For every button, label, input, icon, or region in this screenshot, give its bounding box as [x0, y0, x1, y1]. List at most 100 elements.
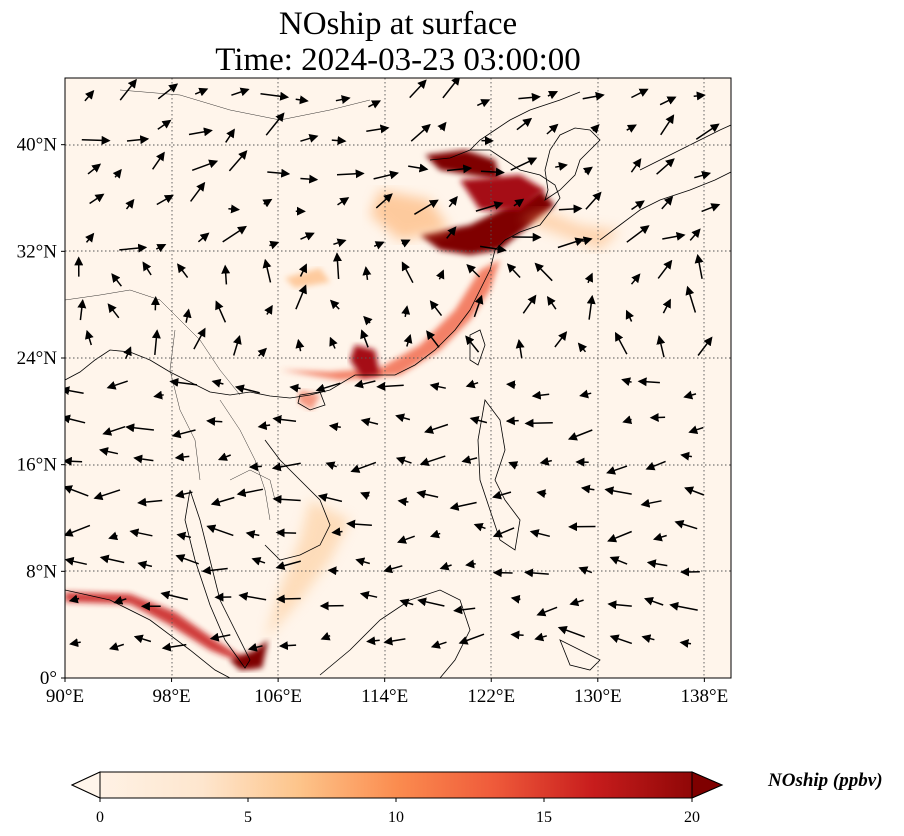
wind-arrow [376, 381, 404, 391]
wind-arrow [510, 594, 521, 604]
east-china-sea-plume [520, 210, 620, 250]
wind-arrow [264, 304, 273, 315]
wind-arrow [661, 195, 674, 210]
wind-arrow [107, 303, 120, 319]
wind-arrow [77, 299, 87, 321]
wind-arrow [694, 171, 712, 180]
wind-arrow [331, 136, 347, 146]
wind-arrow [65, 456, 83, 466]
wind-arrow [368, 100, 382, 109]
wind-arrow [359, 590, 378, 600]
wind-arrow [695, 123, 720, 140]
wind-arrow [674, 519, 698, 530]
wind-arrow [426, 330, 440, 348]
wind-arrow [217, 452, 231, 461]
wind-arrow [278, 641, 297, 651]
coastlines [65, 91, 731, 678]
sumatra-coast [65, 589, 231, 678]
china-coast-plume [280, 260, 500, 380]
colorbar: 0 5 10 15 20 [70, 771, 724, 826]
wind-arrow [419, 455, 446, 467]
wind-arrow [660, 114, 675, 136]
wind-arrow [275, 528, 297, 538]
wind-arrow [248, 462, 262, 472]
colorbar-label: NOship (ppbv) [768, 770, 883, 791]
wind-arrow [657, 259, 673, 279]
wind-arrow [669, 601, 698, 611]
colorbar-bar [70, 771, 724, 799]
wind-arrow [137, 497, 163, 507]
x-tick-label: 106°E [254, 686, 302, 707]
colorbar-extend-high [691, 771, 724, 799]
wind-arrow [157, 119, 172, 130]
wind-arrow [337, 197, 350, 206]
wind-arrow [363, 315, 373, 326]
wind-arrow [579, 389, 592, 399]
wind-arrow [215, 300, 227, 323]
wind-arrow [360, 491, 371, 500]
wind-arrow [84, 329, 94, 346]
china-coast [65, 149, 561, 399]
wind-arrow [662, 298, 671, 314]
wind-arrow [479, 244, 507, 254]
wind-arrow [93, 489, 121, 501]
wind-arrow [295, 338, 305, 352]
wind-arrow [585, 191, 602, 210]
wind-arrow [155, 244, 167, 253]
colorbar-extend-low [70, 771, 101, 799]
wind-arrow [328, 422, 341, 432]
wind-arrow [685, 285, 697, 313]
wind-arrow [399, 598, 414, 608]
korea [544, 127, 601, 201]
colorbar-tick-label: 20 [684, 809, 700, 826]
wind-arrow [193, 327, 206, 350]
wind-arrow [524, 418, 553, 428]
wind-arrow [689, 228, 701, 241]
sichuan-plume [285, 268, 330, 288]
wind-arrow [191, 159, 219, 172]
wind-arrow [174, 452, 190, 462]
wind-arrow [271, 462, 301, 472]
wind-arrow [590, 124, 600, 134]
wind-arrow [437, 121, 447, 132]
borneo [319, 589, 471, 678]
japan-south [599, 171, 731, 241]
colorbar-tick-label: 0 [96, 809, 104, 826]
wind-arrow [210, 496, 235, 507]
wind-arrow [298, 263, 307, 277]
wind-arrow [176, 531, 192, 541]
wind-arrow [609, 556, 628, 565]
wind-arrow [231, 87, 250, 97]
wind-arrow [508, 461, 519, 470]
wind-arrow [325, 461, 337, 471]
wind-arrow [582, 91, 605, 101]
wind-arrow [68, 594, 80, 604]
wind-arrow [645, 460, 666, 471]
wind-arrow [684, 486, 705, 496]
wind-arrow [480, 167, 505, 177]
wind-arrow [333, 238, 347, 248]
hainan-plume [298, 390, 320, 410]
wind-arrow [429, 382, 446, 392]
wind-arrow [113, 595, 127, 605]
wind-arrow [300, 232, 315, 241]
sulawesi-north [559, 639, 601, 671]
x-tick-label: 114°E [361, 686, 408, 707]
wind-arrow [125, 198, 135, 210]
wind-arrow [513, 198, 525, 208]
wind-arrow [430, 640, 447, 649]
wind-arrow [539, 456, 552, 466]
x-tick-label: 130°E [574, 686, 622, 707]
wind-arrow [228, 204, 240, 214]
liaoning-coast [469, 91, 581, 151]
wind-arrow [336, 169, 365, 179]
wind-arrow [688, 425, 704, 435]
wind-arrow [626, 124, 637, 133]
wind-arrow [557, 625, 585, 638]
wind-arrow [225, 128, 235, 143]
wind-arrow [234, 384, 260, 394]
wind-arrow [606, 465, 628, 475]
wind-arrow [160, 590, 188, 601]
wind-arrow [65, 556, 87, 566]
